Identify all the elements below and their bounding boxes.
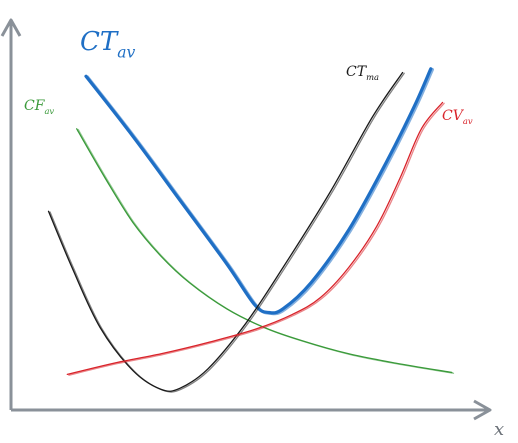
series-ctma-label-main: CT xyxy=(346,64,368,80)
series-cfav-line xyxy=(76,128,453,374)
series-ctav-line xyxy=(84,67,433,315)
series-ctma-line-shadow xyxy=(49,72,405,393)
series-ctav-label-main: CT xyxy=(80,27,119,57)
x-axis-arrowhead xyxy=(473,399,492,421)
series-cvav-label-sub: av xyxy=(463,116,473,126)
series-cvav-label-main: CV xyxy=(442,108,465,124)
series-cfav-label: CFav xyxy=(24,98,54,116)
series-cvav-label: CVav xyxy=(442,108,473,126)
series-ctma-label: CTma xyxy=(346,64,379,82)
y-axis-arrowhead xyxy=(0,18,22,37)
series-ctma-label-sub: ma xyxy=(366,72,379,82)
series-cvav-line xyxy=(66,101,444,376)
series-ctma-line xyxy=(47,71,404,392)
series-ctav-label-sub: av xyxy=(117,43,135,61)
series-cfav-label-sub: av xyxy=(44,106,54,116)
x-axis-label: x xyxy=(494,419,504,440)
series-cfav-line-shadow xyxy=(77,128,455,374)
series-cvav-line-shadow xyxy=(68,102,445,376)
series-cfav-label-main: CF xyxy=(24,98,46,114)
series-ctav-label: CTav xyxy=(80,27,136,61)
